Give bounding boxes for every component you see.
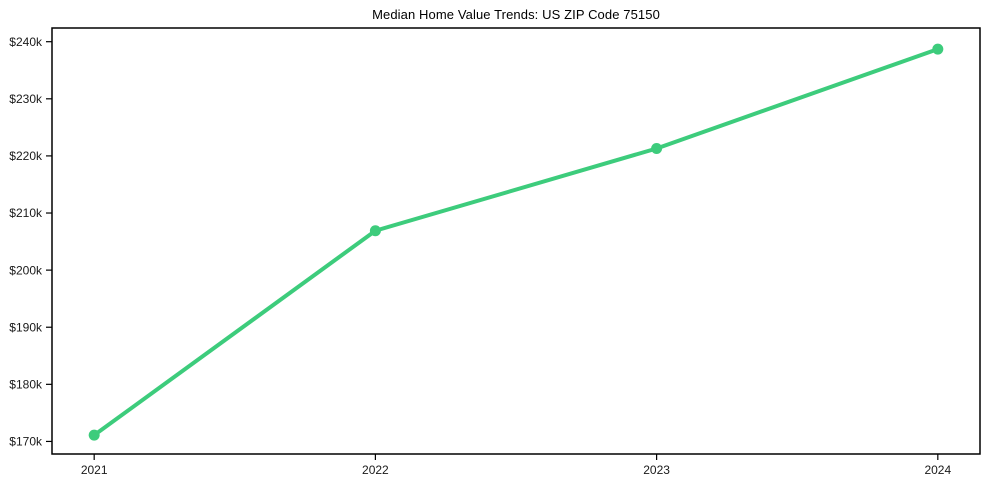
plot-area xyxy=(51,27,981,455)
y-tick-label: $190k xyxy=(9,320,43,334)
data-point-marker xyxy=(88,429,100,441)
data-point-marker xyxy=(932,43,944,55)
y-tick-label: $200k xyxy=(9,263,43,277)
trend-line xyxy=(92,47,940,438)
y-tick-label: $230k xyxy=(9,92,43,106)
data-point-marker xyxy=(369,225,381,237)
chart-title: Median Home Value Trends: US ZIP Code 75… xyxy=(372,7,660,22)
x-tick-label: 2024 xyxy=(924,463,951,477)
y-tick-label: $220k xyxy=(9,149,43,163)
y-tick-label: $170k xyxy=(9,435,43,449)
y-tick-label: $180k xyxy=(9,378,43,392)
data-point-marker xyxy=(651,142,663,154)
y-tick-label: $210k xyxy=(9,206,43,220)
x-tick-label: 2021 xyxy=(81,463,108,477)
x-tick-label: 2023 xyxy=(643,463,670,477)
y-tick-label: $240k xyxy=(9,35,43,49)
x-tick-label: 2022 xyxy=(362,463,389,477)
